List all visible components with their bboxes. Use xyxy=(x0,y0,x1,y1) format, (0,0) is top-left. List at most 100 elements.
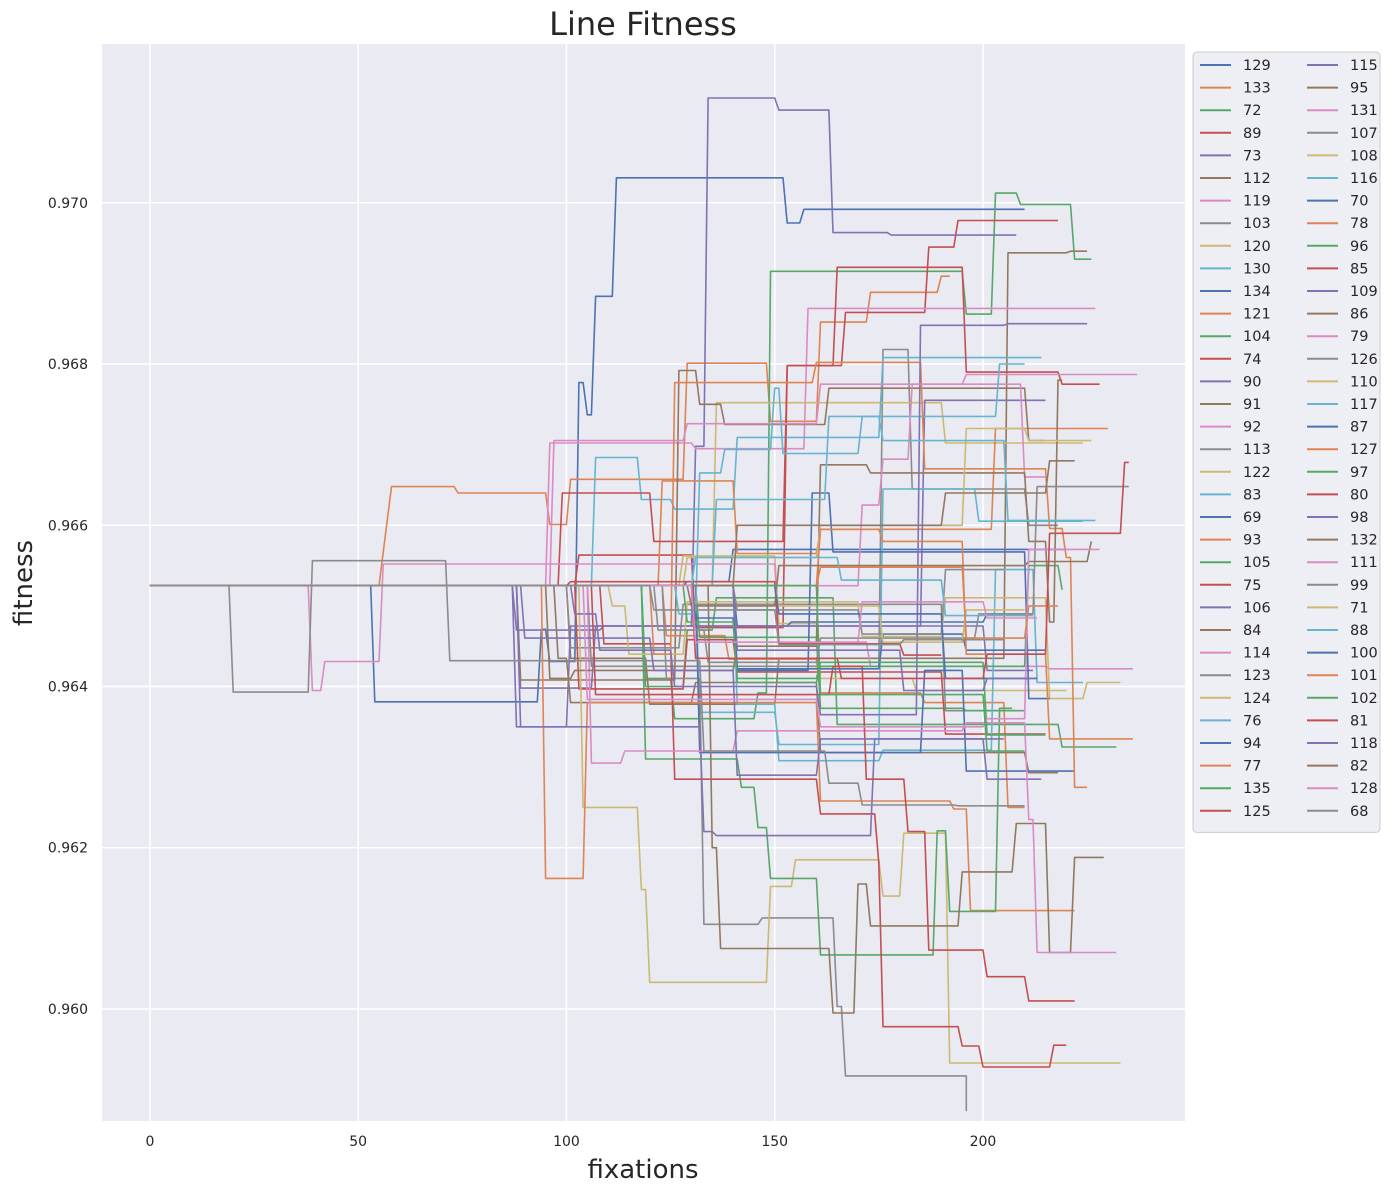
legend-label-103: 103 xyxy=(1243,216,1271,232)
tick-labels: 0 50 100 150 200 0.960 0.962 0.964 0.966 0.968 0.9… xyxy=(48,196,996,1150)
legend-label-119: 119 xyxy=(1243,194,1271,210)
legend-label-110: 110 xyxy=(1350,374,1378,390)
series-line-86 xyxy=(149,379,1063,680)
legend: 129 133 72 89 73 112 119 103 120 130 134 121 104 74 90… xyxy=(1192,51,1381,833)
legend-label-108: 108 xyxy=(1350,148,1378,164)
y-tick-label: 0.968 xyxy=(48,357,88,373)
series-line-129 xyxy=(149,177,1025,703)
legend-label-78: 78 xyxy=(1350,216,1368,232)
legend-label-106: 106 xyxy=(1243,600,1271,616)
series-line-97 xyxy=(149,584,1046,736)
legend-label-131: 131 xyxy=(1350,103,1378,119)
legend-label-120: 120 xyxy=(1243,239,1271,255)
y-tick-label: 0.960 xyxy=(48,1002,88,1018)
legend-label-96: 96 xyxy=(1350,239,1368,255)
series-line-91 xyxy=(149,369,1046,681)
series-line-74 xyxy=(149,266,1100,587)
legend-label-79: 79 xyxy=(1350,329,1368,345)
x-tick-label: 50 xyxy=(349,1134,367,1150)
legend-label-68: 68 xyxy=(1350,804,1368,820)
legend-label-73: 73 xyxy=(1243,148,1261,164)
legend-label-98: 98 xyxy=(1350,510,1368,526)
series-line-106 xyxy=(149,584,1033,728)
y-tick-label: 0.966 xyxy=(48,518,88,534)
legend-label-77: 77 xyxy=(1243,759,1261,775)
y-axis-label: fitness xyxy=(9,540,39,626)
legend-label-72: 72 xyxy=(1243,103,1261,119)
x-tick-label: 200 xyxy=(970,1134,997,1150)
legend-label-82: 82 xyxy=(1350,759,1368,775)
series-line-119 xyxy=(149,307,1096,587)
legend-label-122: 122 xyxy=(1243,465,1271,481)
legend-label-105: 105 xyxy=(1243,555,1271,571)
series-line-128 xyxy=(149,584,1038,644)
legend-label-87: 87 xyxy=(1350,420,1368,436)
legend-label-133: 133 xyxy=(1243,81,1271,97)
series-line-135 xyxy=(149,584,1013,956)
legend-label-95: 95 xyxy=(1350,81,1368,97)
legend-label-107: 107 xyxy=(1350,126,1378,142)
series-line-118 xyxy=(149,584,1033,692)
series-line-82 xyxy=(149,459,1075,587)
legend-label-102: 102 xyxy=(1350,691,1378,707)
legend-frame xyxy=(1192,51,1381,833)
legend-label-126: 126 xyxy=(1350,352,1378,368)
y-tick-label: 0.970 xyxy=(48,196,88,212)
legend-label-124: 124 xyxy=(1243,691,1271,707)
series-line-88 xyxy=(149,556,1033,617)
x-tick-label: 150 xyxy=(761,1134,788,1150)
legend-label-121: 121 xyxy=(1243,307,1271,323)
legend-label-101: 101 xyxy=(1350,668,1378,684)
legend-label-118: 118 xyxy=(1350,736,1378,752)
legend-label-134: 134 xyxy=(1243,284,1271,300)
legend-label-92: 92 xyxy=(1243,420,1261,436)
legend-label-74: 74 xyxy=(1243,352,1261,368)
legend-label-86: 86 xyxy=(1350,307,1368,323)
series-line-133 xyxy=(149,275,950,587)
legend-label-90: 90 xyxy=(1243,374,1261,390)
legend-label-70: 70 xyxy=(1350,194,1368,210)
legend-label-114: 114 xyxy=(1243,646,1271,662)
legend-label-104: 104 xyxy=(1243,329,1271,345)
series-line-78 xyxy=(149,361,1088,789)
legend-label-81: 81 xyxy=(1350,713,1368,729)
chart-title: Line Fitness xyxy=(549,5,737,43)
series-line-92 xyxy=(149,383,1046,587)
series-line-73 xyxy=(149,97,1017,689)
legend-label-113: 113 xyxy=(1243,442,1271,458)
legend-label-100: 100 xyxy=(1350,646,1378,662)
legend-label-111: 111 xyxy=(1350,555,1378,571)
legend-label-80: 80 xyxy=(1350,487,1368,503)
legend-label-85: 85 xyxy=(1350,261,1368,277)
x-tick-label: 100 xyxy=(553,1134,580,1150)
legend-label-71: 71 xyxy=(1350,600,1368,616)
series-line-98 xyxy=(149,584,1004,777)
series-lines xyxy=(149,97,1138,1112)
legend-label-128: 128 xyxy=(1350,781,1378,797)
legend-label-112: 112 xyxy=(1243,171,1271,187)
legend-label-69: 69 xyxy=(1243,510,1261,526)
legend-label-115: 115 xyxy=(1350,58,1378,74)
legend-label-89: 89 xyxy=(1243,126,1261,142)
series-line-122 xyxy=(149,555,1067,692)
legend-label-132: 132 xyxy=(1350,533,1378,549)
x-axis-label: fixations xyxy=(587,1155,698,1185)
legend-label-109: 109 xyxy=(1350,284,1378,300)
series-line-124 xyxy=(149,584,1121,1064)
series-line-116 xyxy=(149,363,1025,615)
legend-label-88: 88 xyxy=(1350,623,1368,639)
series-line-121 xyxy=(149,427,1108,587)
y-tick-label: 0.964 xyxy=(48,679,88,695)
y-tick-label: 0.962 xyxy=(48,841,88,857)
legend-label-99: 99 xyxy=(1350,578,1368,594)
legend-label-91: 91 xyxy=(1243,397,1261,413)
legend-label-125: 125 xyxy=(1243,804,1271,820)
series-line-123 xyxy=(149,584,968,1112)
legend-label-76: 76 xyxy=(1243,713,1261,729)
legend-label-135: 135 xyxy=(1243,781,1271,797)
series-line-95 xyxy=(149,584,1104,1014)
legend-label-97: 97 xyxy=(1350,465,1368,481)
legend-label-127: 127 xyxy=(1350,442,1378,458)
legend-label-83: 83 xyxy=(1243,487,1261,503)
